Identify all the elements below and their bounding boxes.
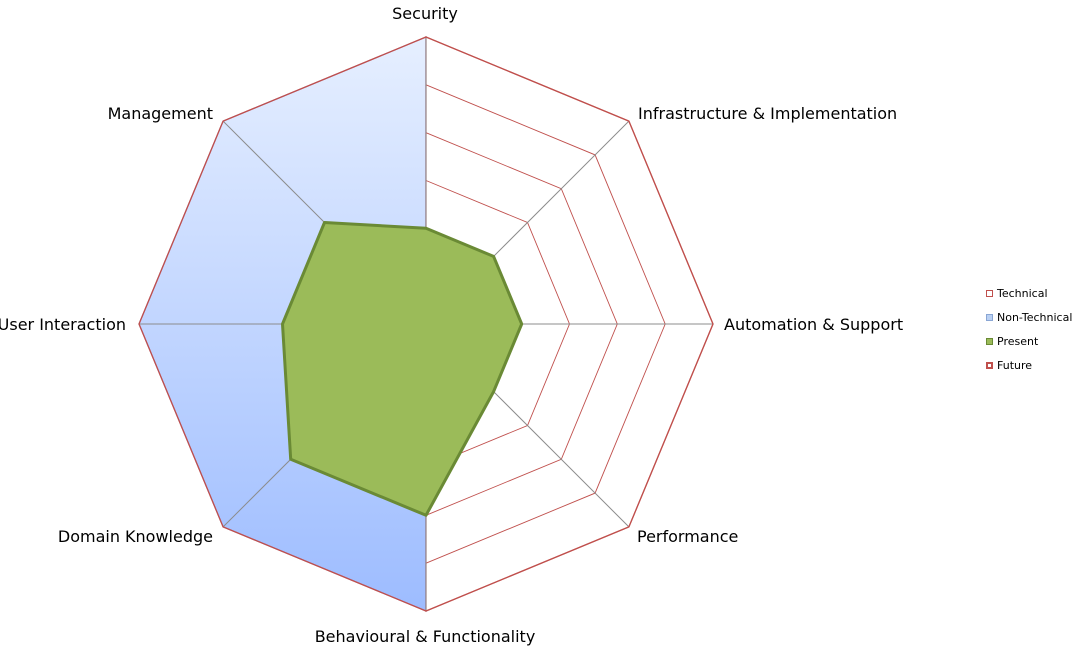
legend-swatch-non-technical (986, 313, 993, 321)
legend-swatch-present (986, 337, 993, 345)
axis-label-automation-support: Automation & Support (724, 315, 903, 334)
axis-label-management: Management (108, 104, 213, 123)
axis-label-security: Security (392, 4, 458, 23)
series-future-outline (138, 36, 714, 612)
legend-swatch-technical (986, 289, 993, 297)
legend-label-technical: Technical (997, 286, 1048, 300)
axis-label-user-interaction: User Interaction (0, 315, 126, 334)
legend-item-technical: Technical (986, 281, 1072, 305)
legend: Technical Non-Technical Present Future (986, 281, 1072, 377)
axis-label-infrastructure-implementation: Infrastructure & Implementation (638, 104, 897, 123)
axis-label-domain-knowledge: Domain Knowledge (58, 527, 213, 546)
axis-label-behavioural-functionality: Behavioural & Functionality (315, 627, 536, 646)
legend-item-non-technical: Non-Technical (986, 305, 1072, 329)
series-present-area (281, 221, 524, 517)
legend-label-present: Present (997, 334, 1039, 348)
legend-item-future: Future (986, 353, 1072, 377)
axis-label-performance: Performance (637, 527, 738, 546)
legend-label-future: Future (997, 358, 1033, 372)
legend-label-non-technical: Non-Technical (997, 310, 1073, 324)
legend-swatch-future (986, 361, 993, 369)
legend-item-present: Present (986, 329, 1072, 353)
